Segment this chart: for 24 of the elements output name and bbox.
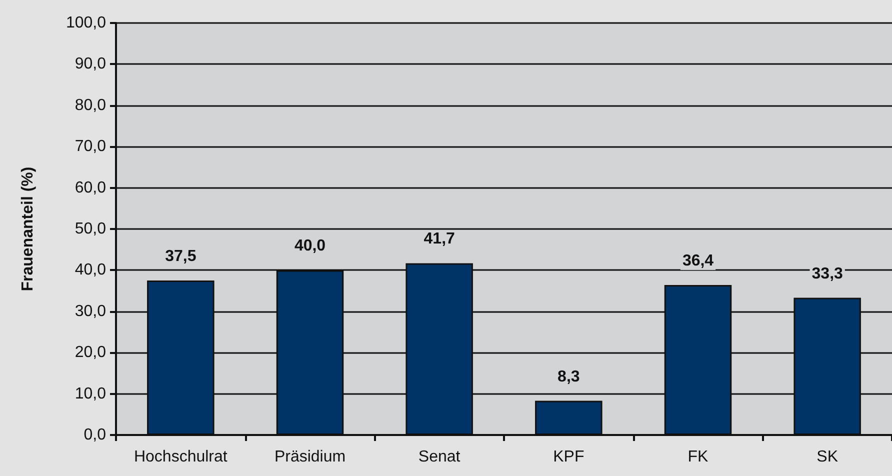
- x-tick-label: FK: [688, 448, 709, 466]
- x-tick-label: KPF: [553, 448, 584, 466]
- data-label: 33,3: [812, 265, 844, 282]
- y-tick-label: 60,0: [74, 179, 106, 196]
- y-tick-label: 10,0: [74, 385, 106, 402]
- x-tick-label: Senat: [418, 448, 461, 466]
- y-tick-label: 50,0: [74, 220, 106, 238]
- y-tick-label: 90,0: [74, 56, 106, 73]
- y-tick-label: 70,0: [74, 138, 106, 156]
- x-tick-label: SK: [816, 448, 838, 466]
- data-label: 41,7: [424, 230, 456, 248]
- y-tick-label: 100,0: [66, 14, 106, 32]
- data-label: 8,3: [558, 368, 580, 386]
- x-tick-label: Hochschulrat: [134, 448, 228, 466]
- y-tick-label: 0,0: [84, 426, 106, 444]
- data-label: 36,4: [682, 252, 714, 270]
- data-label: 40,0: [294, 238, 326, 255]
- data-label: 37,5: [165, 248, 196, 265]
- y-tick-label: 20,0: [74, 344, 106, 362]
- y-tick-label: 40,0: [74, 262, 106, 279]
- y-tick-label: 30,0: [74, 302, 106, 320]
- x-tick-label: Präsidium: [274, 448, 346, 466]
- y-axis-title: Frauenanteil (%): [20, 166, 36, 292]
- y-tick-label: 80,0: [74, 96, 106, 114]
